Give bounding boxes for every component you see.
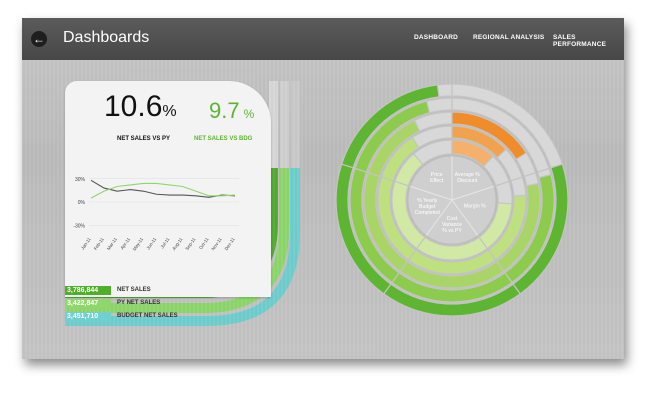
x-tick-label: Dec-11 [224, 236, 237, 251]
legend-swatch [65, 312, 111, 321]
radial-fill [340, 84, 440, 169]
kpi-panel [65, 81, 271, 297]
legend-name: PY NET SALES [117, 300, 161, 306]
radial-fill [380, 136, 420, 182]
x-tick-label: Jan-11 [80, 236, 92, 250]
radial-fill [367, 119, 421, 178]
x-tick-label: Jun-11 [145, 236, 157, 250]
kpi-net-sales-vs-py: 10.6% [104, 90, 177, 124]
y-tick-label: -30% [73, 223, 85, 229]
radial-fill [394, 152, 424, 187]
x-tick-label: Apr-11 [119, 236, 131, 250]
radial-segment-label: Price Effect [430, 172, 444, 184]
x-tick-label: Sep-11 [184, 236, 197, 251]
kpi-unit: % [162, 103, 177, 120]
x-tick-label: Aug-11 [171, 236, 184, 251]
y-tick-label: 30% [75, 177, 86, 183]
radial-divider [409, 185, 453, 201]
kpi-value: 9.7 [209, 98, 240, 123]
radial-kpi-chart: Price Effect Average % Discount Margin % Cost… [335, 83, 569, 317]
back-arrow-icon[interactable]: ← [31, 31, 47, 47]
legend-net-sales: 3,786,844 NET SALES [65, 286, 271, 295]
radial-fill [391, 180, 426, 250]
radial-divider [451, 185, 495, 201]
nav-dashboard[interactable]: DASHBOARD [414, 34, 459, 41]
kpi-net-sales-vs-bdg: 9.7% [209, 98, 254, 124]
page-title: Dashboards [63, 29, 150, 46]
kpi-value: 10.6 [104, 90, 163, 123]
series-line-0 [90, 179, 236, 198]
legend-name: BUDGET NET SALES [117, 313, 178, 319]
radial-fill [349, 167, 400, 284]
radial-divider [425, 199, 453, 236]
y-tick-label: 0% [78, 200, 86, 206]
x-tick-label: Mar-11 [106, 236, 118, 251]
nav-sales-performance[interactable]: SALES PERFORMANCE [553, 34, 607, 48]
kpi-unit: % [243, 107, 255, 121]
radial-fill [451, 125, 507, 159]
legend-swatch [65, 299, 111, 308]
x-tick-label: May-11 [132, 236, 145, 251]
kpi-label-net-sales-vs-bdg: NET SALES VS BDG [194, 136, 253, 142]
x-tick-label: Oct-11 [198, 236, 210, 250]
radial-fill [377, 176, 417, 261]
radial-segment-label: Margin % [464, 203, 486, 209]
radial-segment-label: % Yearly Budget Completed [415, 198, 440, 216]
legend-value: 3,786,844 [67, 287, 99, 294]
radial-segment-label: Cost Variance% vs PY [442, 216, 462, 234]
radial-fill [451, 111, 528, 161]
legend-budget-net-sales: 3,451,710 BUDGET NET SALES [65, 312, 271, 321]
legend-py-net-sales: 3,422,847 PY NET SALES [65, 299, 271, 308]
radial-fill [335, 163, 392, 295]
top-bar: ← Dashboards DASHBOARD REGIONAL ANALYSIS… [22, 18, 624, 60]
x-tick-label: Jul-11 [159, 236, 170, 249]
kpi-label-net-sales-vs-py: NET SALES VS PY [117, 136, 171, 142]
radial-segment-label: Average % Discount [455, 172, 481, 184]
radial-fill [363, 172, 409, 273]
legend-name: NET SALES [117, 287, 151, 293]
x-tick-label: Nov-11 [210, 236, 223, 251]
net-sales-line-chart: 30%0%-30%Jan-11 Feb-11 Mar-11 Apr-11 May-11 J… [73, 177, 239, 252]
radial-divider [451, 199, 479, 236]
legend-value: 3,422,847 [67, 300, 99, 307]
legend-value: 3,451,710 [67, 313, 99, 320]
nav-regional-analysis[interactable]: REGIONAL ANALYSIS [473, 34, 545, 41]
legend-swatch [65, 286, 111, 295]
series-line-1 [90, 182, 236, 199]
x-tick-label: Feb-11 [93, 236, 105, 251]
radial-fill [451, 139, 494, 168]
radial-fill [354, 100, 431, 173]
app-window: ← Dashboards DASHBOARD REGIONAL ANALYSIS… [22, 18, 624, 359]
